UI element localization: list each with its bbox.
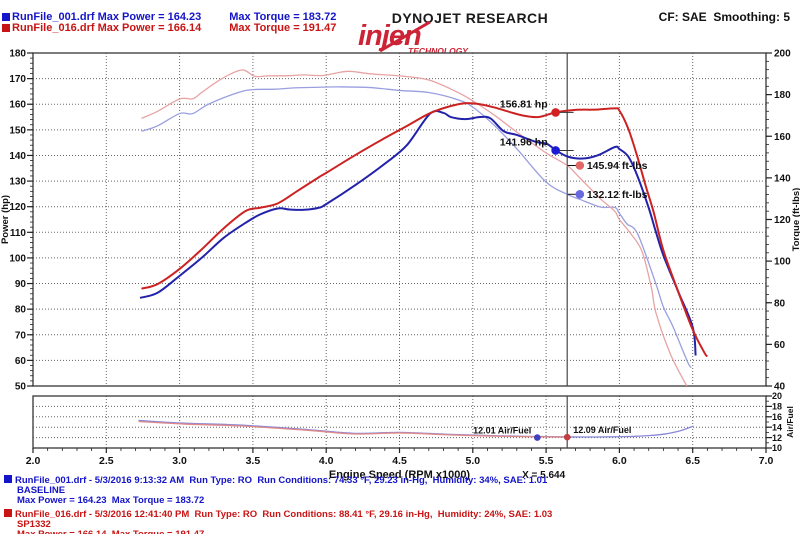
svg-text:Torque (ft-lbs): Torque (ft-lbs) bbox=[791, 188, 800, 252]
svg-text:6.5: 6.5 bbox=[685, 455, 700, 467]
svg-text:2.0: 2.0 bbox=[26, 455, 41, 467]
svg-text:5.0: 5.0 bbox=[465, 455, 480, 467]
svg-text:3.5: 3.5 bbox=[246, 455, 261, 467]
svg-text:80: 80 bbox=[774, 298, 786, 309]
svg-text:12: 12 bbox=[772, 433, 782, 443]
svg-text:7.0: 7.0 bbox=[759, 455, 774, 467]
svg-text:60: 60 bbox=[774, 340, 786, 351]
svg-text:120: 120 bbox=[9, 202, 26, 213]
svg-text:141.96 hp: 141.96 hp bbox=[500, 136, 548, 148]
svg-text:12.09 Air/Fuel: 12.09 Air/Fuel bbox=[573, 425, 631, 435]
svg-text:200: 200 bbox=[774, 49, 791, 60]
svg-text:160: 160 bbox=[9, 100, 26, 111]
svg-text:180: 180 bbox=[774, 90, 791, 101]
svg-text:140: 140 bbox=[774, 173, 791, 184]
svg-text:170: 170 bbox=[9, 74, 26, 85]
svg-text:100: 100 bbox=[9, 253, 26, 264]
svg-text:100: 100 bbox=[774, 257, 791, 268]
svg-text:140: 140 bbox=[9, 151, 26, 162]
svg-text:70: 70 bbox=[15, 330, 27, 341]
svg-text:156.81 hp: 156.81 hp bbox=[500, 98, 548, 110]
svg-text:5.5: 5.5 bbox=[539, 455, 554, 467]
svg-text:50: 50 bbox=[15, 382, 27, 393]
svg-text:145.94 ft-lbs: 145.94 ft-lbs bbox=[587, 160, 648, 172]
svg-text:12.01 Air/Fuel: 12.01 Air/Fuel bbox=[473, 426, 531, 436]
svg-text:132.12 ft-lbs: 132.12 ft-lbs bbox=[587, 189, 648, 201]
svg-text:10: 10 bbox=[772, 443, 782, 453]
svg-text:60: 60 bbox=[15, 356, 27, 367]
svg-text:14: 14 bbox=[772, 422, 782, 432]
svg-text:90: 90 bbox=[15, 279, 27, 290]
svg-text:110: 110 bbox=[10, 228, 27, 239]
svg-text:4.5: 4.5 bbox=[392, 455, 407, 467]
svg-text:Air/Fuel: Air/Fuel bbox=[785, 406, 795, 438]
svg-text:3.0: 3.0 bbox=[172, 455, 187, 467]
svg-text:6.0: 6.0 bbox=[612, 455, 627, 467]
svg-text:Power (hp): Power (hp) bbox=[0, 195, 11, 244]
svg-text:80: 80 bbox=[15, 305, 27, 316]
svg-text:4.0: 4.0 bbox=[319, 455, 334, 467]
svg-text:20: 20 bbox=[772, 391, 782, 401]
svg-text:180: 180 bbox=[9, 49, 26, 60]
svg-text:130: 130 bbox=[9, 177, 26, 188]
svg-text:120: 120 bbox=[774, 215, 791, 226]
svg-text:150: 150 bbox=[9, 125, 26, 136]
svg-text:18: 18 bbox=[772, 402, 782, 412]
svg-text:16: 16 bbox=[772, 412, 782, 422]
svg-text:160: 160 bbox=[774, 132, 791, 143]
svg-text:2.5: 2.5 bbox=[99, 455, 114, 467]
